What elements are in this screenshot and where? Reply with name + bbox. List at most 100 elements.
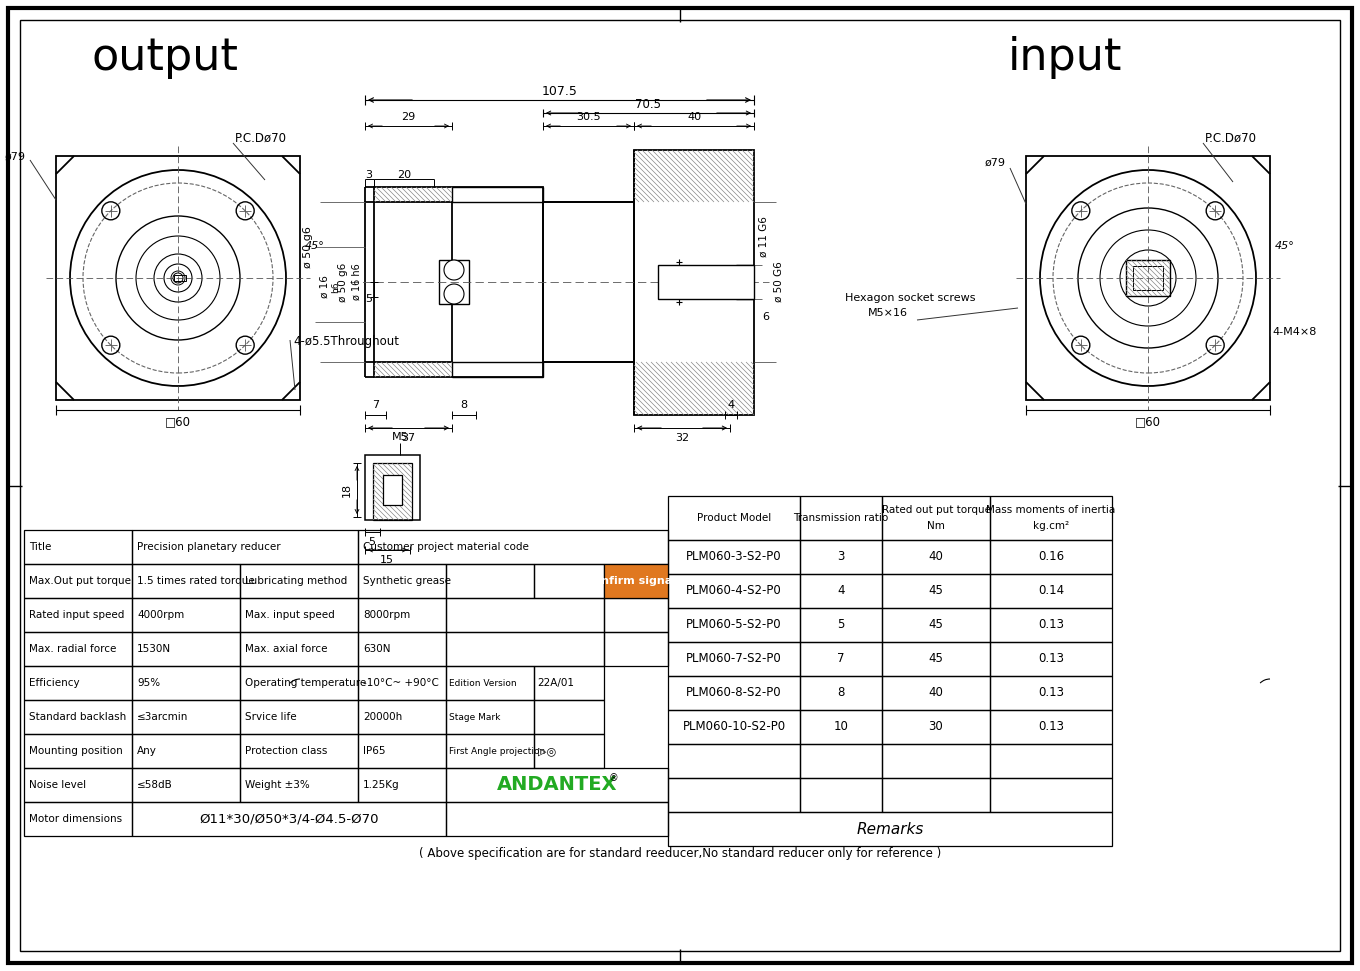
Text: 7: 7 [371, 400, 379, 410]
Text: Srvice life: Srvice life [245, 712, 296, 722]
Text: 30: 30 [929, 720, 944, 733]
Bar [358, 598, 446, 632]
Text: □60: □60 [165, 416, 190, 428]
Text: Transmission ratio: Transmission ratio [793, 513, 888, 523]
Bar [446, 632, 604, 666]
Text: 1530N: 1530N [137, 644, 171, 654]
Bar [800, 676, 883, 710]
Bar [24, 768, 132, 802]
Text: Operating temperature: Operating temperature [245, 678, 366, 688]
Text: 4-ø5.5Throughout: 4-ø5.5Throughout [292, 334, 398, 348]
Text: 45°: 45° [1276, 241, 1295, 251]
Text: Ø11*30/Ø50*3/4-Ø4.5-Ø70: Ø11*30/Ø50*3/4-Ø4.5-Ø70 [200, 813, 378, 825]
Text: M5: M5 [392, 432, 408, 442]
Bar [358, 564, 446, 598]
Text: P.C.Dø70: P.C.Dø70 [1205, 131, 1257, 145]
Text: 18: 18 [341, 483, 352, 497]
Bar [24, 700, 132, 734]
Text: PLM060-10-S2-P0: PLM060-10-S2-P0 [683, 720, 786, 733]
Text: Standard backlash: Standard backlash [29, 712, 126, 722]
Bar [374, 187, 543, 377]
Text: Lubricating method: Lubricating method [245, 576, 347, 586]
Bar [132, 802, 446, 836]
Text: PLM060-7-S2-P0: PLM060-7-S2-P0 [687, 653, 782, 665]
Text: ≤3arcmin: ≤3arcmin [137, 712, 189, 722]
Bar [358, 666, 446, 700]
Bar [883, 744, 990, 778]
Text: 45: 45 [929, 585, 944, 597]
Text: 37: 37 [401, 433, 416, 443]
Bar [990, 496, 1112, 540]
Bar [24, 802, 132, 836]
Text: h6: h6 [330, 282, 340, 292]
Bar [132, 700, 239, 734]
Text: 4: 4 [728, 400, 734, 410]
Bar [990, 778, 1112, 812]
Text: PLM060-5-S2-P0: PLM060-5-S2-P0 [687, 619, 782, 631]
Text: Remarks: Remarks [857, 821, 923, 836]
Bar [668, 496, 800, 540]
Text: Rated input speed: Rated input speed [29, 610, 124, 620]
Text: Max. axial force: Max. axial force [245, 644, 328, 654]
Text: Mounting position: Mounting position [29, 746, 122, 756]
Bar [668, 778, 800, 812]
Bar [800, 710, 883, 744]
Text: 10: 10 [834, 720, 849, 733]
Bar [446, 768, 668, 802]
Bar [132, 734, 239, 768]
Bar [990, 574, 1112, 608]
Bar [446, 598, 604, 632]
Text: 30.5: 30.5 [577, 112, 601, 122]
Bar [604, 632, 668, 666]
Bar [534, 734, 604, 768]
Text: Max. input speed: Max. input speed [245, 610, 335, 620]
Bar [239, 734, 358, 768]
Bar [364, 202, 452, 362]
Text: Edition Version: Edition Version [449, 679, 517, 687]
Bar [24, 734, 132, 768]
Text: -10°C~ +90°C: -10°C~ +90°C [363, 678, 439, 688]
Bar [24, 564, 132, 598]
Bar [239, 632, 358, 666]
Bar [446, 700, 534, 734]
Bar [990, 608, 1112, 642]
Text: Please confirm signature/date: Please confirm signature/date [541, 576, 730, 586]
Bar [883, 642, 990, 676]
Text: 3: 3 [366, 170, 373, 180]
Text: □60: □60 [1136, 416, 1161, 428]
Bar [534, 564, 604, 598]
Text: 5: 5 [838, 619, 845, 631]
Text: output: output [91, 36, 238, 79]
Text: ø79: ø79 [5, 152, 26, 162]
Bar [132, 598, 239, 632]
Bar [668, 540, 800, 574]
Bar [883, 540, 990, 574]
Text: ®: ® [609, 773, 619, 783]
Bar [446, 802, 668, 836]
Bar [534, 666, 604, 700]
Text: ANDANTEX: ANDANTEX [496, 776, 617, 794]
Text: ø 16: ø 16 [320, 276, 330, 298]
Bar [358, 768, 446, 802]
Bar [358, 734, 446, 768]
Text: 5: 5 [369, 537, 375, 547]
Text: Weight ±3%: Weight ±3% [245, 780, 310, 790]
Text: Mass moments of inertia: Mass moments of inertia [986, 505, 1115, 515]
Bar [358, 700, 446, 734]
Text: ø 50 G6: ø 50 G6 [774, 261, 783, 302]
Text: Efficiency: Efficiency [29, 678, 80, 688]
Text: Rated out put torque: Rated out put torque [881, 505, 990, 515]
Bar [1025, 156, 1270, 400]
Text: 8: 8 [461, 400, 468, 410]
Text: ø 11 G6: ø 11 G6 [759, 217, 768, 257]
Text: 45: 45 [929, 619, 944, 631]
Bar [883, 676, 990, 710]
Text: 45°: 45° [305, 241, 325, 251]
Text: Product Model: Product Model [696, 513, 771, 523]
Text: 40: 40 [687, 112, 700, 122]
Text: Precision planetary reducer: Precision planetary reducer [137, 542, 280, 552]
Text: 107.5: 107.5 [541, 84, 578, 97]
Text: PLM060-3-S2-P0: PLM060-3-S2-P0 [687, 551, 782, 563]
Bar [446, 734, 534, 768]
Text: 0.14: 0.14 [1038, 585, 1064, 597]
